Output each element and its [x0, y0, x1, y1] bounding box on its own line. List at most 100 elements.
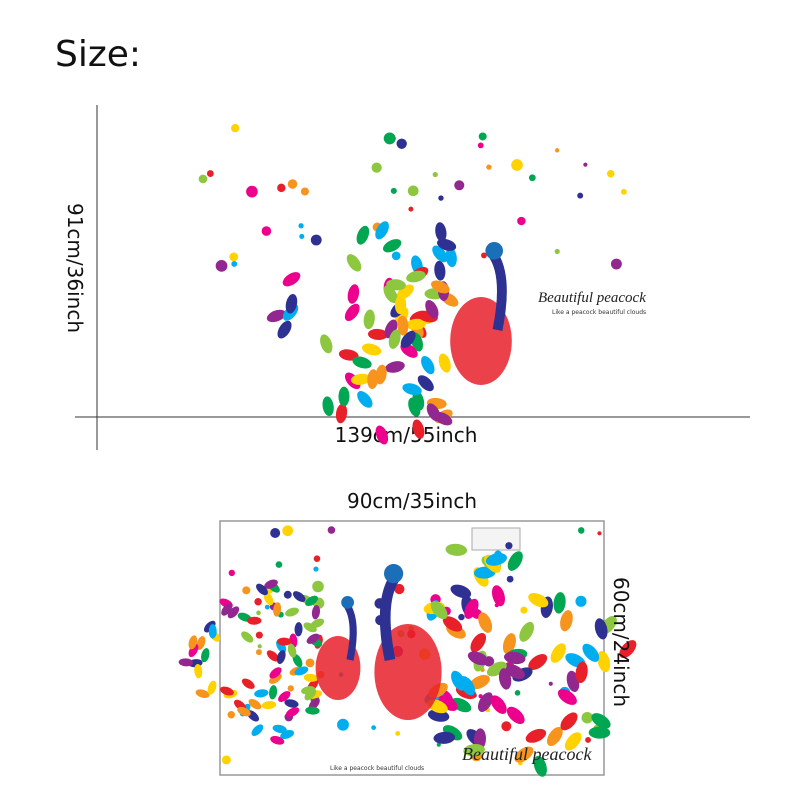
decoration [435, 222, 447, 242]
decoration [432, 171, 438, 178]
decoration [575, 595, 587, 607]
decoration [430, 601, 448, 620]
decoration [241, 678, 255, 689]
decoration [581, 711, 593, 724]
decoration [255, 631, 263, 639]
decoration [263, 591, 274, 606]
decoration [491, 585, 505, 607]
decoration [463, 744, 485, 757]
decoration [594, 618, 608, 640]
decoration [528, 654, 548, 670]
decoration [277, 183, 286, 193]
decoration [560, 610, 573, 632]
decoration [583, 162, 588, 167]
decoration [273, 602, 282, 617]
decoration [283, 590, 292, 599]
decoration [620, 188, 627, 195]
decoration [577, 527, 585, 534]
decoration [478, 612, 493, 633]
decoration [588, 726, 611, 739]
decoration [219, 686, 234, 696]
decoration [367, 328, 388, 340]
decoration [206, 170, 214, 177]
decoration [412, 419, 425, 439]
peacock-artwork [198, 124, 627, 445]
decoration [433, 731, 456, 744]
decoration [396, 138, 407, 149]
sheet-caption: Beautiful peacock [462, 744, 592, 764]
decoration [305, 595, 318, 607]
decoration [231, 124, 240, 133]
sheet-artwork [178, 525, 637, 777]
decoration [606, 169, 615, 178]
decoration [385, 361, 405, 373]
decoration [352, 356, 372, 369]
decoration [564, 732, 582, 751]
decoration [469, 674, 490, 690]
decoration [597, 651, 611, 673]
decoration [246, 185, 258, 198]
decoration [436, 742, 441, 747]
decoration [194, 663, 203, 679]
decoration [382, 239, 402, 253]
decoration [303, 673, 319, 682]
decoration [338, 349, 359, 361]
decoration [442, 616, 463, 632]
decoration [320, 334, 333, 354]
decoration [292, 653, 303, 668]
decoration [406, 270, 426, 283]
installed-width: 139cm/55inch [335, 423, 478, 447]
decoration [278, 691, 291, 702]
decoration [269, 685, 278, 700]
decoration [485, 553, 508, 566]
decoration [294, 622, 303, 637]
decoration [505, 542, 513, 550]
decoration [242, 586, 251, 595]
decoration [533, 755, 547, 777]
decoration [248, 698, 262, 710]
decoration [264, 604, 270, 610]
decoration [470, 632, 487, 653]
decoration [269, 673, 282, 684]
decoration [553, 592, 566, 614]
decoration [548, 681, 553, 686]
decoration [282, 525, 294, 537]
decoration [375, 425, 389, 445]
decoration [502, 633, 516, 655]
decoration [426, 403, 441, 422]
decoration [391, 251, 401, 261]
decoration [300, 187, 309, 196]
decoration [276, 637, 292, 646]
decoration [585, 737, 591, 743]
decoration [467, 651, 489, 666]
decoration [275, 561, 283, 568]
decoration [337, 718, 349, 731]
decoration [270, 735, 285, 745]
decoration [196, 636, 206, 650]
decoration [215, 259, 228, 272]
decoration [506, 706, 525, 724]
decoration [438, 195, 444, 201]
decoration [498, 668, 512, 690]
decoration [237, 706, 251, 717]
decoration [481, 252, 487, 259]
decoration [514, 690, 521, 696]
decoration [247, 616, 262, 625]
decoration [305, 706, 320, 715]
decoration [550, 643, 566, 663]
decoration [229, 252, 239, 262]
decoration [313, 566, 319, 572]
installed-subcaption: Like a peacock beautiful clouds [552, 309, 646, 316]
decoration [408, 206, 414, 212]
decoration [294, 666, 309, 676]
decoration [178, 658, 194, 667]
installed-height: 91cm/36inch [63, 203, 87, 333]
decoration [394, 294, 407, 315]
decoration [272, 724, 287, 734]
decoration [346, 254, 362, 272]
decoration [195, 689, 210, 698]
decoration [450, 584, 472, 599]
decoration [266, 309, 286, 323]
decoration [261, 226, 272, 236]
decoration [383, 285, 398, 304]
